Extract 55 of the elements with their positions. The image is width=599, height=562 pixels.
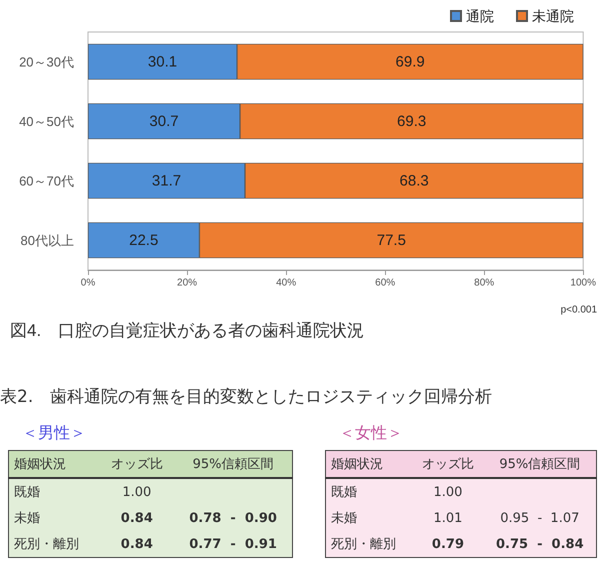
data-label: 69.3	[397, 112, 426, 130]
series-label: オッズ比	[99, 450, 174, 478]
text: -	[230, 536, 236, 552]
text: 図4. 口腔の自覚症状がある者の歯科通院状況	[10, 321, 364, 340]
data-label: 0.84	[120, 510, 153, 526]
y-tick-label: 60～70代	[19, 173, 74, 188]
text: 表2. 歯科通院の有無を目的変数としたロジスティック回帰分析	[0, 386, 494, 408]
x-tick-label: 60%	[375, 278, 396, 288]
data-label: 0.91	[244, 536, 277, 552]
category-label: 死別・離別	[13, 536, 80, 554]
text: ＜女性＞	[339, 423, 404, 444]
category-label: 未婚	[330, 510, 358, 528]
data-label: 69.9	[396, 53, 425, 70]
data-label: 77.5	[376, 232, 406, 249]
data-label: 30.1	[148, 53, 178, 70]
category-label: 未婚	[13, 510, 41, 528]
data-label: 0.77	[189, 536, 222, 552]
text: p<0.001	[560, 304, 598, 316]
data-label: 0.84	[120, 536, 153, 552]
legend-title: 婚姻状況	[8, 450, 100, 478]
data-label: 22.5	[129, 232, 158, 249]
data-label: 31.7	[152, 172, 182, 190]
x-tick-label: 0%	[80, 278, 96, 288]
data-label: 68.3	[399, 172, 429, 190]
text: 95%信頼区間	[484, 450, 596, 478]
x-tick-label: 40%	[276, 278, 296, 288]
data-label: 0.78	[189, 510, 222, 526]
category-label: 死別・離別	[330, 536, 397, 554]
data-label: 1.00	[433, 484, 462, 500]
series-label: オッズ比	[412, 450, 484, 478]
data-label: 1.07	[550, 510, 580, 526]
text: ＜男性＞	[22, 423, 87, 444]
data-label: 0.95	[500, 510, 530, 526]
y-tick-label: 80代以上	[20, 232, 74, 248]
text: -	[229, 510, 237, 526]
data-label: 0.84	[552, 536, 584, 552]
data-label: 30.7	[149, 112, 179, 130]
category-label: 既婚	[13, 484, 41, 502]
data-label: 0.75	[496, 536, 528, 552]
text: -	[537, 536, 542, 552]
y-tick-label: 20～30代	[19, 54, 74, 70]
legend-title: 婚姻状況	[326, 450, 412, 478]
text: -	[536, 510, 544, 526]
data-label: 1.01	[433, 510, 462, 526]
text: 95%信頼区間	[174, 450, 292, 478]
data-label: 1.00	[122, 484, 152, 500]
x-tick-label: 100%	[570, 278, 596, 288]
y-tick-label: 40～50代	[19, 114, 74, 129]
x-tick-label: 80%	[474, 278, 494, 288]
x-tick-label: 20%	[177, 278, 198, 288]
legend-label: 通院	[466, 8, 494, 24]
data-label: 0.90	[244, 510, 277, 526]
category-label: 既婚	[330, 484, 358, 502]
legend-label: 未通院	[532, 8, 574, 24]
data-label: 0.79	[432, 536, 464, 552]
